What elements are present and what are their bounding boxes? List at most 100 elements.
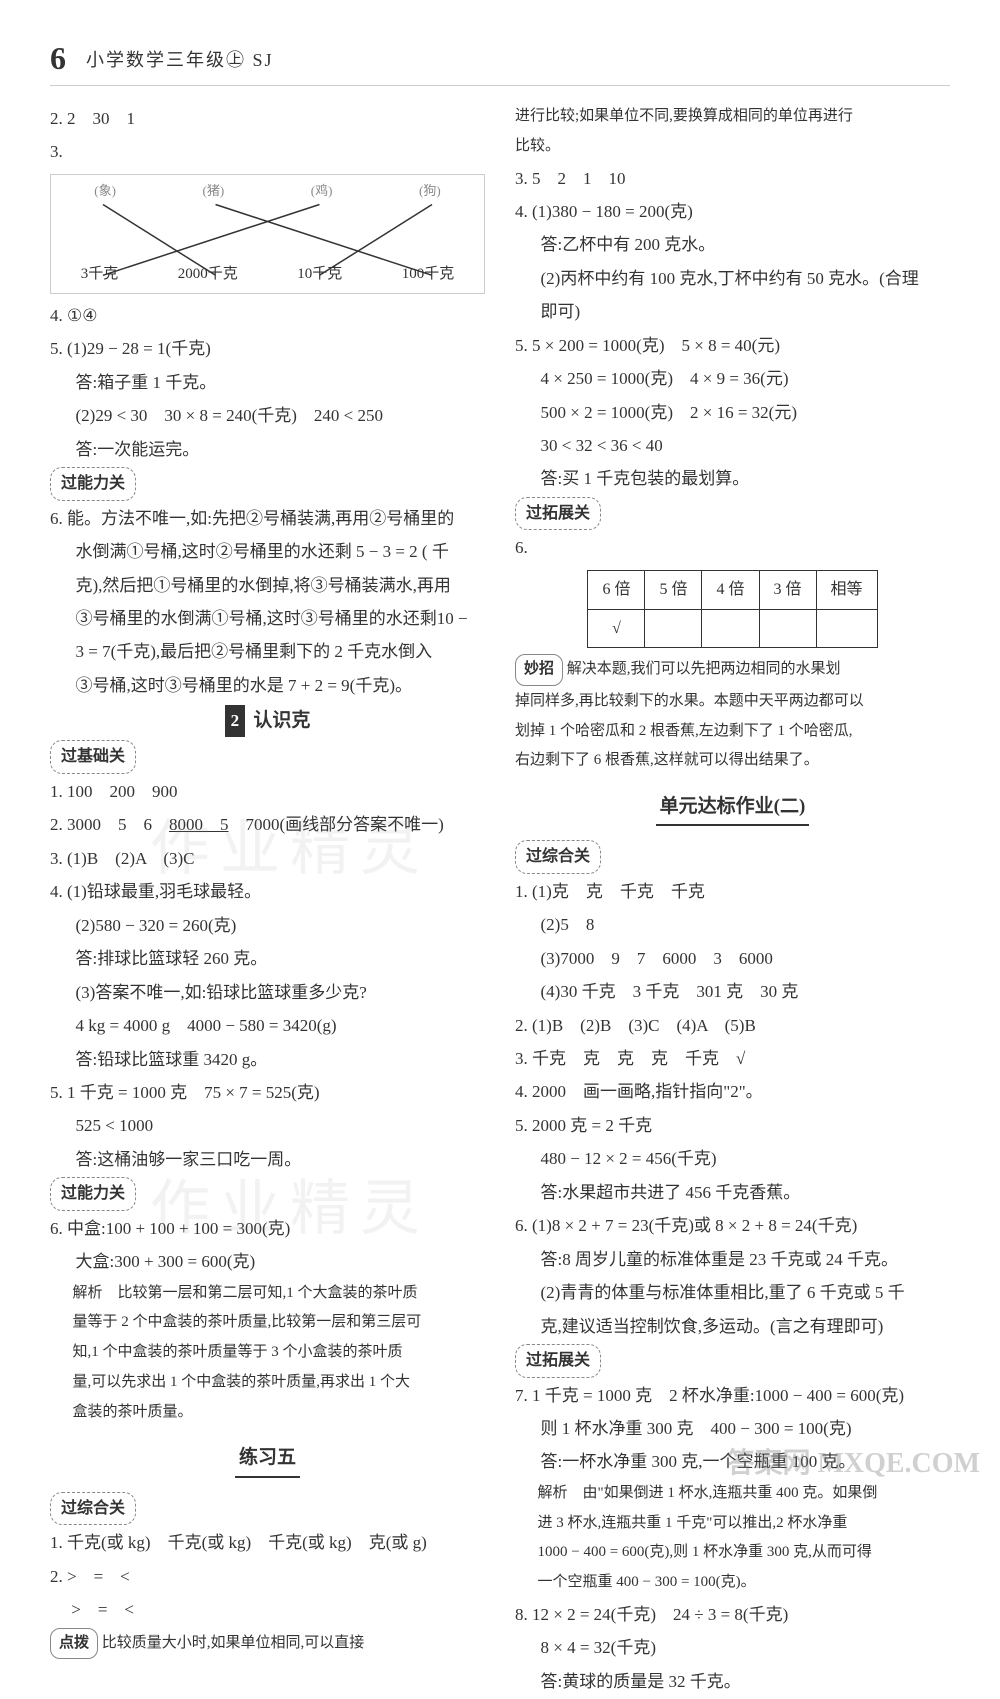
text-line: > = < bbox=[50, 1594, 485, 1625]
table-cell: 相等 bbox=[816, 570, 877, 609]
text-line: 右边剩下了 6 根香蕉,这样就可以得出结果了。 bbox=[515, 747, 950, 775]
text-line: 5. 2000 克 = 2 千克 bbox=[515, 1110, 950, 1141]
text-line: 2. (1)B (2)B (3)C (4)A (5)B bbox=[515, 1010, 950, 1041]
text-line: (3)7000 9 7 6000 3 6000 bbox=[515, 943, 950, 974]
text-line: 进 3 杯水,连瓶共重 1 千克"可以推出,2 杯水净重 bbox=[515, 1510, 950, 1538]
table-row: √ bbox=[588, 609, 877, 648]
text-line: 答:铅球比篮球重 3420 g。 bbox=[50, 1044, 485, 1075]
tip-line: 妙招 解决本题,我们可以先把两边相同的水果划 bbox=[515, 654, 950, 686]
section-label: 过综合关 bbox=[515, 840, 601, 874]
text-line: 答:黄球的质量是 32 千克。 bbox=[515, 1666, 950, 1697]
text-line: (2)580 − 320 = 260(克) bbox=[50, 910, 485, 941]
table-cell: 3 倍 bbox=[759, 570, 816, 609]
text-line: 6. bbox=[515, 532, 950, 563]
page-header: 6 小学数学三年级㊤ SJ bbox=[50, 40, 950, 86]
section-label: 过拓展关 bbox=[515, 1344, 601, 1378]
text-line: 5. 5 × 200 = 1000(克) 5 × 8 = 40(元) bbox=[515, 330, 950, 361]
text-line: 答:一次能运完。 bbox=[50, 434, 485, 465]
exercise-title: 练习五 bbox=[235, 1440, 300, 1477]
exercise-title-wrap: 练习五 bbox=[50, 1428, 485, 1489]
unit-title-wrap: 单元达标作业(二) bbox=[515, 777, 950, 838]
table-cell: 4 倍 bbox=[702, 570, 759, 609]
text-line: 4 kg = 4000 g 4000 − 580 = 3420(g) bbox=[50, 1010, 485, 1041]
answer-table: 6 倍 5 倍 4 倍 3 倍 相等 √ bbox=[587, 570, 877, 648]
text-line: 4. (1)铅球最重,羽毛球最轻。 bbox=[50, 876, 485, 907]
text-line: 3 = 7(千克),最后把②号桶里剩下的 2 千克水倒入 bbox=[50, 636, 485, 667]
text-line: 4 × 250 = 1000(克) 4 × 9 = 36(元) bbox=[515, 363, 950, 394]
text-line: 2. > = < bbox=[50, 1561, 485, 1592]
text-line: (2)29 < 30 30 × 8 = 240(千克) 240 < 250 bbox=[50, 400, 485, 431]
text-line: 解析 比较第一层和第二层可知,1 个大盒装的茶叶质 bbox=[50, 1280, 485, 1308]
text-line: 一个空瓶重 400 − 300 = 100(克)。 bbox=[515, 1569, 950, 1597]
section-header: 过拓展关 bbox=[515, 497, 950, 531]
text-line: 则 1 杯水净重 300 克 400 − 300 = 100(克) bbox=[515, 1413, 950, 1444]
table-cell bbox=[816, 609, 877, 648]
text-line: 4. ①④ bbox=[50, 300, 485, 331]
table-cell: 6 倍 bbox=[588, 570, 645, 609]
text-line: 5. 1 千克 = 1000 克 75 × 7 = 525(克) bbox=[50, 1077, 485, 1108]
text-line: 大盒:300 + 300 = 600(克) bbox=[50, 1246, 485, 1277]
table-cell: 5 倍 bbox=[645, 570, 702, 609]
text-line: (3)答案不唯一,如:铅球比篮球重多少克? bbox=[50, 977, 485, 1008]
footer-watermark: 答案网 MXQE.COM bbox=[726, 1441, 980, 1481]
tip-text: 比较质量大小时,如果单位相同,可以直接 bbox=[102, 1635, 365, 1651]
text-line: 8 × 4 = 32(千克) bbox=[515, 1632, 950, 1663]
tip-line: 点拨 比较质量大小时,如果单位相同,可以直接 bbox=[50, 1628, 485, 1660]
text-line: 8. 12 × 2 = 24(千克) 24 ÷ 3 = 8(千克) bbox=[515, 1599, 950, 1630]
unit-title: 单元达标作业(二) bbox=[656, 789, 810, 826]
text-line: (2)青青的体重与标准体重相比,重了 6 千克或 5 千 bbox=[515, 1277, 950, 1308]
page-number: 6 bbox=[50, 40, 66, 77]
weight-label: 3千克 bbox=[81, 261, 119, 289]
text-line: ③号桶,这时③号桶里的水是 7 + 2 = 9(千克)。 bbox=[50, 670, 485, 701]
section-header: 过基础关 bbox=[50, 740, 485, 774]
text-line: 答:乙杯中有 200 克水。 bbox=[515, 229, 950, 260]
section-label: 过能力关 bbox=[50, 467, 136, 501]
chapter-title-wrap: 2 认识克 bbox=[50, 703, 485, 738]
tip-label: 妙招 bbox=[515, 654, 563, 686]
text-line: 答:排球比篮球轻 260 克。 bbox=[50, 943, 485, 974]
text-line: 30 < 32 < 36 < 40 bbox=[515, 430, 950, 461]
text-line: 2. 2 30 1 bbox=[50, 103, 485, 134]
chapter-number: 2 bbox=[225, 705, 246, 736]
text-line: 克),然后把①号桶里的水倒掉,将③号桶装满水,再用 bbox=[50, 570, 485, 601]
matching-diagram: (象) (猪) (鸡) (狗) 3千克 2000千克 10千克 100千克 bbox=[50, 174, 485, 294]
text-line: 6. (1)8 × 2 + 7 = 23(千克)或 8 × 2 + 8 = 24… bbox=[515, 1210, 950, 1241]
text-line: 1. 100 200 900 bbox=[50, 776, 485, 807]
text-line: 解析 由"如果倒进 1 杯水,连瓶共重 400 克。如果倒 bbox=[515, 1480, 950, 1508]
table-cell bbox=[645, 609, 702, 648]
text-line: 量等于 2 个中盒装的茶叶质量,比较第一层和第三层可 bbox=[50, 1309, 485, 1337]
text-line: 掉同样多,再比较剩下的水果。本题中天平两边都可以 bbox=[515, 688, 950, 716]
text-line: 划掉 1 个哈密瓜和 2 根香蕉,左边剩下了 1 个哈密瓜, bbox=[515, 718, 950, 746]
text-line: (4)30 千克 3 千克 301 克 30 克 bbox=[515, 976, 950, 1007]
section-label: 过拓展关 bbox=[515, 497, 601, 531]
section-header: 过综合关 bbox=[50, 1492, 485, 1526]
text-line: 4. 2000 画一画略,指针指向"2"。 bbox=[515, 1076, 950, 1107]
text-line: 1. 千克(或 kg) 千克(或 kg) 千克(或 kg) 克(或 g) bbox=[50, 1527, 485, 1558]
section-header: 过能力关 bbox=[50, 1177, 485, 1211]
text-line: 3. 千克 克 克 克 千克 √ bbox=[515, 1043, 950, 1074]
table-row: 6 倍 5 倍 4 倍 3 倍 相等 bbox=[588, 570, 877, 609]
text-line: 水倒满①号桶,这时②号桶里的水还剩 5 − 3 = 2 ( 千 bbox=[50, 536, 485, 567]
section-label: 过综合关 bbox=[50, 1492, 136, 1526]
text-line: 克,建议适当控制饮食,多运动。(言之有理即可) bbox=[515, 1311, 950, 1342]
text-line: 6. 能。方法不唯一,如:先把②号桶装满,再用②号桶里的 bbox=[50, 503, 485, 534]
text-line: 5. (1)29 − 28 = 1(千克) bbox=[50, 333, 485, 364]
table-cell bbox=[702, 609, 759, 648]
text-line: 答:水果超市共进了 456 千克香蕉。 bbox=[515, 1177, 950, 1208]
text-line: 进行比较;如果单位不同,要换算成相同的单位再进行 bbox=[515, 103, 950, 131]
text-line: 3. (1)B (2)A (3)C bbox=[50, 843, 485, 874]
underlined: 8000 5 bbox=[169, 815, 229, 834]
text-line: 480 − 12 × 2 = 456(千克) bbox=[515, 1143, 950, 1174]
weight-label: 10千克 bbox=[297, 261, 342, 289]
section-header: 过拓展关 bbox=[515, 1344, 950, 1378]
chapter-title: 认识克 bbox=[253, 710, 310, 731]
section-label: 过能力关 bbox=[50, 1177, 136, 1211]
text-line: 答:这桶油够一家三口吃一周。 bbox=[50, 1144, 485, 1175]
book-title: 小学数学三年级㊤ SJ bbox=[86, 46, 274, 72]
tip-text: 解决本题,我们可以先把两边相同的水果划 bbox=[567, 661, 841, 677]
left-column: 2. 2 30 1 3. (象) (猪) (鸡) (狗) 3千克 2000千克 … bbox=[50, 101, 485, 1699]
section-label: 过基础关 bbox=[50, 740, 136, 774]
text-line: 量,可以先求出 1 个中盒装的茶叶质量,再求出 1 个大 bbox=[50, 1369, 485, 1397]
text-line: 2. 3000 5 6 8000 5 7000(画线部分答案不唯一) bbox=[50, 809, 485, 840]
text-line: (2)5 8 bbox=[515, 909, 950, 940]
